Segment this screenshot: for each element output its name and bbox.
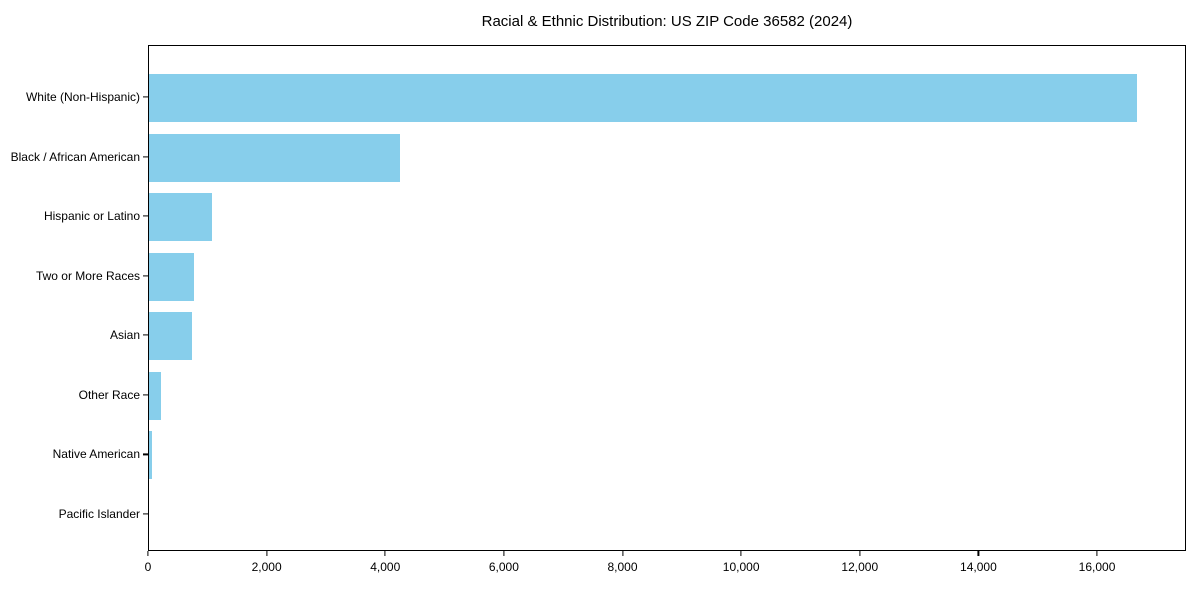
x-tick-label-6-000: 6,000 [488,560,519,574]
bar-black-african-american [149,133,400,182]
y-tick-mark [143,96,148,98]
bar-hispanic-or-latino [149,193,212,242]
x-tick-mark [859,551,861,556]
y-tick-label-black-african-american: Black / African American [10,149,140,164]
y-tick-label-pacific-islander: Pacific Islander [58,506,140,521]
x-tick-label-2-000: 2,000 [251,560,282,574]
x-tick-mark [621,551,624,556]
bar-white-non-hispanic [149,74,1137,122]
y-tick-label-native-american: Native American [52,447,140,462]
x-tick-label-0: 0 [144,560,152,574]
y-tick-label-two-or-more-races: Two or More Races [35,268,140,283]
y-tick-mark [143,394,148,396]
bar-two-or-more-races [149,252,195,301]
bar-native-american [149,431,152,480]
x-tick-mark [740,551,742,556]
x-tick-label-4-000: 4,000 [370,560,401,574]
bar-other-race [149,371,161,420]
x-tick-mark [977,551,979,556]
x-tick-label-10-000: 10,000 [722,560,760,574]
y-tick-mark [143,334,148,336]
y-tick-mark [143,275,148,277]
x-tick-mark [147,551,149,556]
x-tick-label-16-000: 16,000 [1078,560,1116,574]
x-tick-label-8-000: 8,000 [607,560,638,574]
x-tick-mark [384,551,386,556]
y-tick-label-white-non-hispanic: White (Non-Hispanic) [25,90,140,104]
x-tick-mark [1096,551,1098,556]
x-tick-label-12-000: 12,000 [841,560,879,574]
chart-title: Racial & Ethnic Distribution: US ZIP Cod… [481,13,853,30]
bar-asian [149,312,193,361]
y-tick-mark [143,453,148,455]
y-tick-mark [143,155,148,158]
plot-area [148,45,1186,551]
y-tick-label-asian: Asian [109,328,140,343]
y-tick-label-hispanic-or-latino: Hispanic or Latino [43,209,140,224]
x-tick-label-14-000: 14,000 [960,560,997,574]
y-tick-mark [143,513,148,515]
x-tick-mark [503,551,505,556]
y-tick-mark [143,215,148,217]
y-tick-label-other-race: Other Race [78,387,140,402]
x-tick-mark [266,551,268,556]
